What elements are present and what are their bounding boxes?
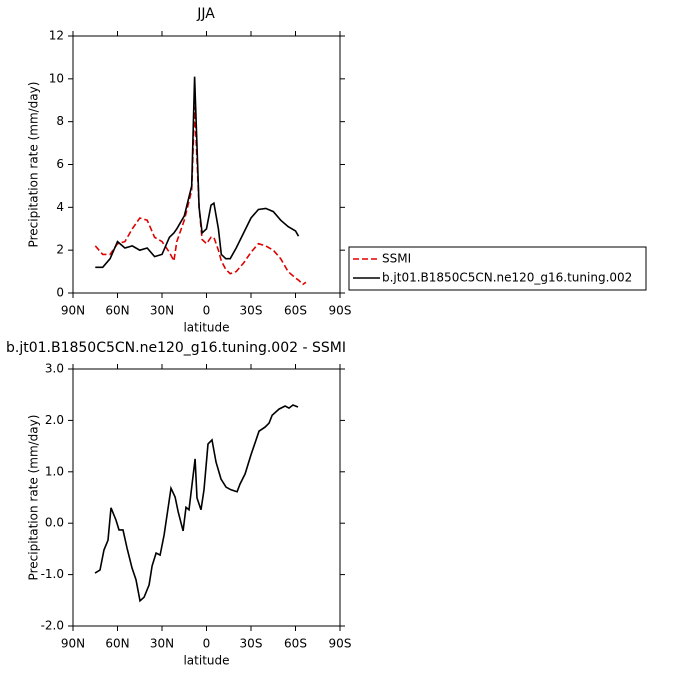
x-tick-label: 60N [105,304,129,318]
x-tick-label: 90N [61,637,85,651]
y-tick-label: 0.0 [45,516,64,530]
y-tick-label: 6 [56,157,64,171]
plot-frame [72,35,341,294]
x-tick-label: 60S [284,304,307,318]
y-tick-label: -1.0 [41,567,64,581]
legend-label: b.jt01.B1850C5CN.ne120_g16.tuning.002 [382,271,632,285]
y-tick-label: 10 [49,71,64,85]
x-tick-label: 30N [150,637,174,651]
x-tick-label: 0 [203,304,211,318]
y-tick-label: -2.0 [41,619,64,633]
legend-box [348,246,647,291]
x-tick-label: 30S [240,304,263,318]
y-tick-label: 12 [49,29,64,43]
x-tick-label: 90N [61,304,85,318]
x-tick-label: 60N [105,637,129,651]
x-tick-label: 60S [284,637,307,651]
x-tick-label: 30S [240,637,263,651]
x-tick-label: 30N [150,304,174,318]
y-tick-label: 3.0 [45,362,64,376]
chart-title: JJA [196,6,215,22]
y-axis-label: Precipitation rate (mm/day) [27,82,41,248]
y-axis-label: Precipitation rate (mm/day) [27,415,41,581]
y-tick-label: 8 [56,114,64,128]
x-axis-label: latitude [183,321,229,335]
y-tick-label: 1.0 [45,464,64,478]
x-axis-label: latitude [183,654,229,668]
x-tick-label: 90S [329,304,352,318]
x-tick-label: 90S [329,637,352,651]
data-line [94,404,299,603]
y-tick-label: 2 [56,243,64,257]
y-tick-label: 0 [56,286,64,300]
data-line [94,106,307,286]
legend-label: SSMI [382,252,411,266]
chart-title: b.jt01.B1850C5CN.ne120_g16.tuning.002 - … [6,340,346,356]
y-tick-label: 2.0 [45,413,64,427]
x-tick-label: 0 [203,637,211,651]
plot-frame [72,368,341,627]
y-tick-label: 4 [56,200,64,214]
data-line [95,76,300,269]
